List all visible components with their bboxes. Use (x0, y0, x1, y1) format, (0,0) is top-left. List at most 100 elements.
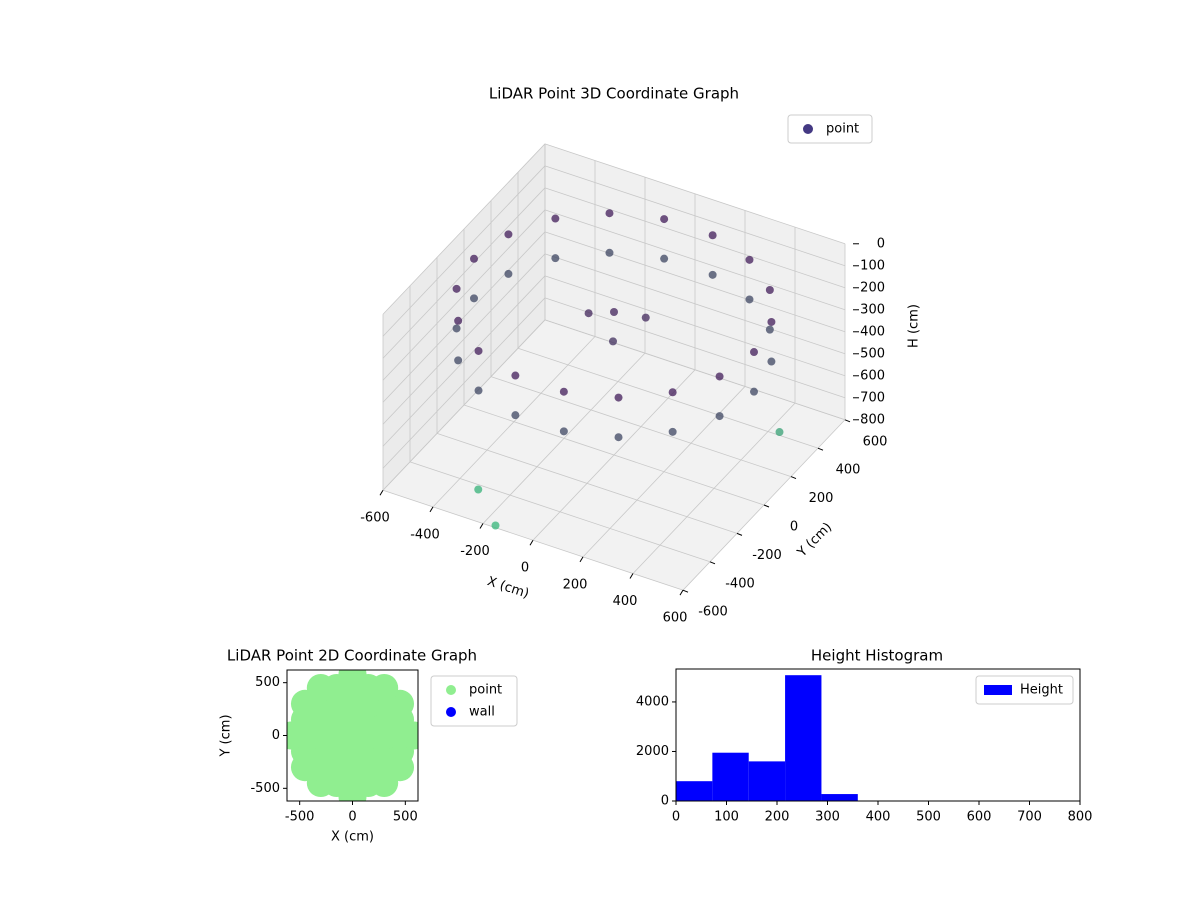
x-tick-label: 0 (521, 561, 529, 576)
point (775, 428, 784, 437)
point (454, 356, 463, 365)
grid-line (544, 143, 846, 245)
y-tick-label: 0 (790, 519, 798, 534)
x-tick-label: 300 (815, 810, 840, 825)
x-tick-label: 600 (663, 611, 688, 626)
point (474, 346, 483, 355)
point (559, 387, 568, 396)
x-tick-label: 800 (1068, 810, 1093, 825)
point (504, 269, 513, 278)
bar (748, 761, 786, 801)
grid-line (544, 187, 846, 289)
point (287, 721, 306, 750)
point (474, 485, 483, 494)
legend-swatch (984, 685, 1012, 695)
bar (712, 752, 749, 801)
z-tick-label: 700 (860, 390, 885, 405)
bar (821, 794, 858, 801)
point (767, 357, 776, 366)
grid-line (382, 187, 546, 359)
y-tick (763, 504, 770, 508)
y-tick-label: 0 (272, 728, 280, 743)
legend-label: wall (469, 705, 495, 720)
point (660, 215, 669, 224)
y-tick-label: -500 (250, 781, 280, 796)
y-tick-label: -400 (725, 576, 755, 591)
grid-line (517, 347, 819, 449)
point (668, 388, 677, 397)
z-tick-label: 500 (860, 346, 885, 361)
x-tick-label: 200 (563, 577, 588, 592)
grid-line (382, 253, 546, 425)
point (470, 254, 478, 263)
x-tick-label: -600 (360, 511, 390, 526)
point (610, 308, 618, 316)
point (715, 372, 724, 381)
legend-label: Height (1020, 683, 1063, 698)
grid-line (382, 231, 546, 403)
point (559, 427, 568, 436)
point (370, 673, 399, 702)
point (491, 521, 500, 530)
grid-line (436, 433, 738, 534)
point (474, 386, 483, 395)
y-tick-label: 400 (836, 463, 861, 478)
point (708, 270, 717, 279)
point (660, 254, 669, 263)
z-tick-label: 800 (860, 412, 885, 427)
point (765, 286, 774, 295)
point (470, 294, 478, 303)
point (504, 230, 513, 239)
bar (785, 675, 822, 801)
point (745, 255, 754, 264)
z-axis-label: H (cm) (907, 304, 922, 348)
legend-box (975, 675, 1074, 705)
grid-line (463, 404, 765, 506)
y-tick-label: 200 (809, 491, 834, 506)
x-tick-label: 600 (967, 810, 992, 825)
point (605, 209, 614, 218)
grid-line (382, 209, 546, 381)
chart-title: LiDAR Point 3D Coordinate Graph (489, 85, 739, 103)
x-tick-label: 400 (613, 594, 638, 609)
point (767, 317, 776, 326)
y-tick-label: -600 (698, 605, 728, 620)
point (745, 295, 754, 304)
y-tick (790, 476, 797, 480)
x-tick (679, 589, 684, 596)
x-tick (579, 556, 584, 563)
point (511, 371, 520, 380)
x-tick-label: -500 (285, 810, 315, 825)
x-tick-label: 400 (866, 810, 891, 825)
y-tick-label: 600 (863, 434, 888, 449)
grid-line (382, 297, 546, 469)
point (551, 254, 560, 263)
grid-line (490, 376, 792, 477)
grid-line (544, 209, 846, 311)
point (614, 433, 623, 442)
chart-title: LiDAR Point 2D Coordinate Graph (227, 647, 477, 665)
point (338, 782, 367, 801)
y-tick-label: -200 (752, 548, 782, 563)
grid-line (544, 275, 846, 377)
grid-line (544, 165, 846, 267)
y-tick (844, 419, 851, 423)
y-tick-label: 2000 (636, 744, 669, 759)
grid-line (382, 319, 546, 491)
x-tick-label: 500 (916, 810, 941, 825)
point (708, 231, 717, 240)
point (338, 670, 367, 689)
x-tick (479, 523, 484, 529)
x-tick-label: 200 (765, 810, 790, 825)
point (605, 248, 614, 257)
x-axis-label: X (cm) (331, 830, 374, 845)
x-tick (379, 489, 384, 496)
x-tick-label: 500 (393, 810, 418, 825)
point (641, 313, 650, 322)
x-tick (529, 539, 534, 546)
x-tick-label: 100 (714, 810, 739, 825)
point (454, 316, 463, 325)
point (614, 393, 623, 402)
x-tick-label: 0 (348, 810, 356, 825)
